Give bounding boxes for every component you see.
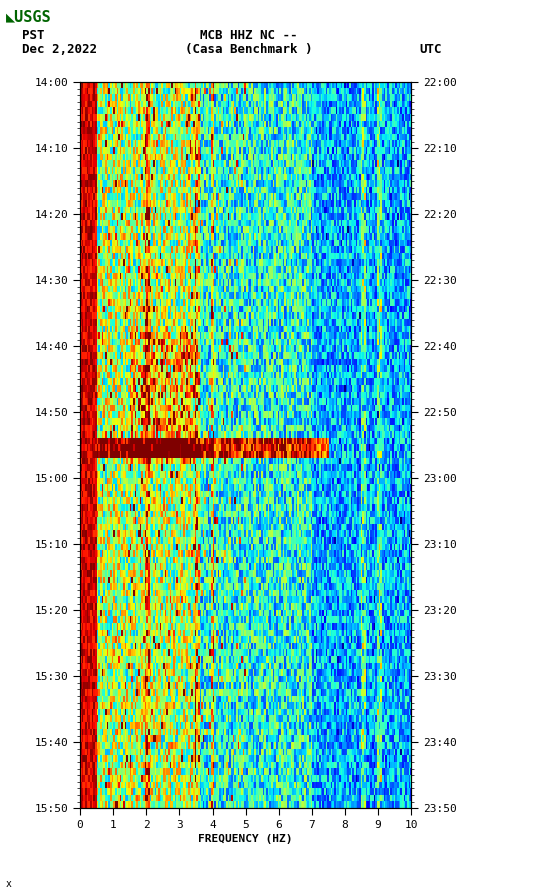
Text: PST: PST xyxy=(22,29,45,42)
Text: x: x xyxy=(6,879,12,889)
Text: ◣USGS: ◣USGS xyxy=(6,9,51,24)
Text: UTC: UTC xyxy=(420,43,442,55)
X-axis label: FREQUENCY (HZ): FREQUENCY (HZ) xyxy=(198,834,293,844)
Text: MCB HHZ NC --: MCB HHZ NC -- xyxy=(200,29,297,42)
Text: Dec 2,2022: Dec 2,2022 xyxy=(22,43,97,55)
Text: (Casa Benchmark ): (Casa Benchmark ) xyxy=(185,43,312,55)
